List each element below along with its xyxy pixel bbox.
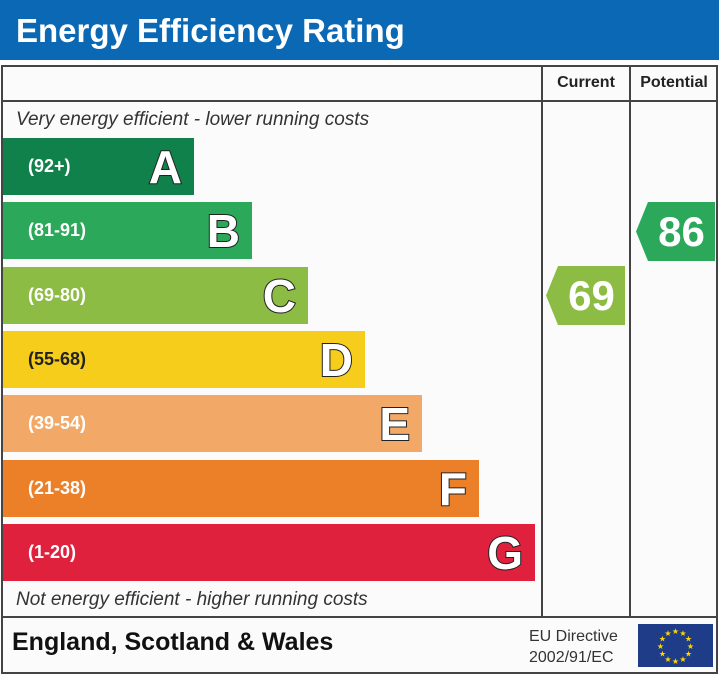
svg-text:★: ★: [687, 642, 694, 651]
band-letter: A: [148, 140, 183, 194]
svg-text:★: ★: [685, 650, 692, 659]
band-letter: C: [262, 269, 297, 323]
svg-text:★: ★: [659, 650, 666, 659]
directive-line-2: 2002/91/EC: [529, 649, 614, 666]
band-b: (81-91) B: [3, 202, 252, 259]
band-a: (92+) A: [3, 138, 194, 195]
current-rating-arrow: 69: [546, 266, 625, 325]
eu-flag-icon: ★ ★ ★ ★ ★ ★ ★ ★ ★ ★ ★ ★: [638, 624, 713, 667]
divider: [541, 65, 543, 618]
svg-text:★: ★: [672, 627, 679, 636]
svg-text:★: ★: [679, 629, 686, 638]
band-range: (39-54): [28, 413, 87, 433]
directive-line-1: EU Directive: [529, 628, 618, 645]
potential-rating-value: 86: [658, 208, 705, 255]
divider: [1, 100, 718, 102]
svg-text:★: ★: [685, 635, 692, 644]
page-title: Energy Efficiency Rating: [0, 0, 719, 60]
country-label: England, Scotland & Wales: [12, 628, 334, 656]
band-range: (21-38): [28, 478, 87, 498]
band-range: (92+): [28, 156, 71, 176]
band-letter: E: [378, 397, 411, 451]
svg-text:★: ★: [664, 655, 671, 664]
band-g: (1-20) G: [3, 524, 535, 581]
band-f: (21-38) F: [3, 460, 479, 517]
current-column-header: Current: [557, 74, 615, 91]
svg-text:★: ★: [659, 635, 666, 644]
potential-rating-arrow: 86: [636, 202, 715, 261]
svg-text:★: ★: [657, 642, 664, 651]
bottom-note: Not energy efficient - higher running co…: [16, 589, 368, 610]
top-note: Very energy efficient - lower running co…: [16, 109, 370, 130]
band-letter: B: [206, 204, 241, 258]
potential-column-header: Potential: [640, 74, 708, 91]
divider: [1, 616, 718, 618]
band-range: (81-91): [28, 220, 87, 240]
band-letter: G: [486, 526, 524, 580]
band-range: (55-68): [28, 349, 87, 369]
band-range: (1-20): [28, 542, 77, 562]
band-d: (55-68) D: [3, 331, 365, 388]
band-range: (69-80): [28, 285, 87, 305]
eu-directive: EU Directive 2002/91/EC: [529, 626, 618, 668]
band-c: (69-80) C: [3, 267, 308, 324]
svg-text:★: ★: [672, 657, 679, 666]
divider: [629, 65, 631, 618]
svg-text:★: ★: [679, 655, 686, 664]
band-letter: F: [438, 462, 468, 516]
band-letter: D: [319, 333, 354, 387]
svg-text:★: ★: [664, 629, 671, 638]
band-e: (39-54) E: [3, 395, 422, 452]
current-rating-value: 69: [568, 272, 615, 319]
